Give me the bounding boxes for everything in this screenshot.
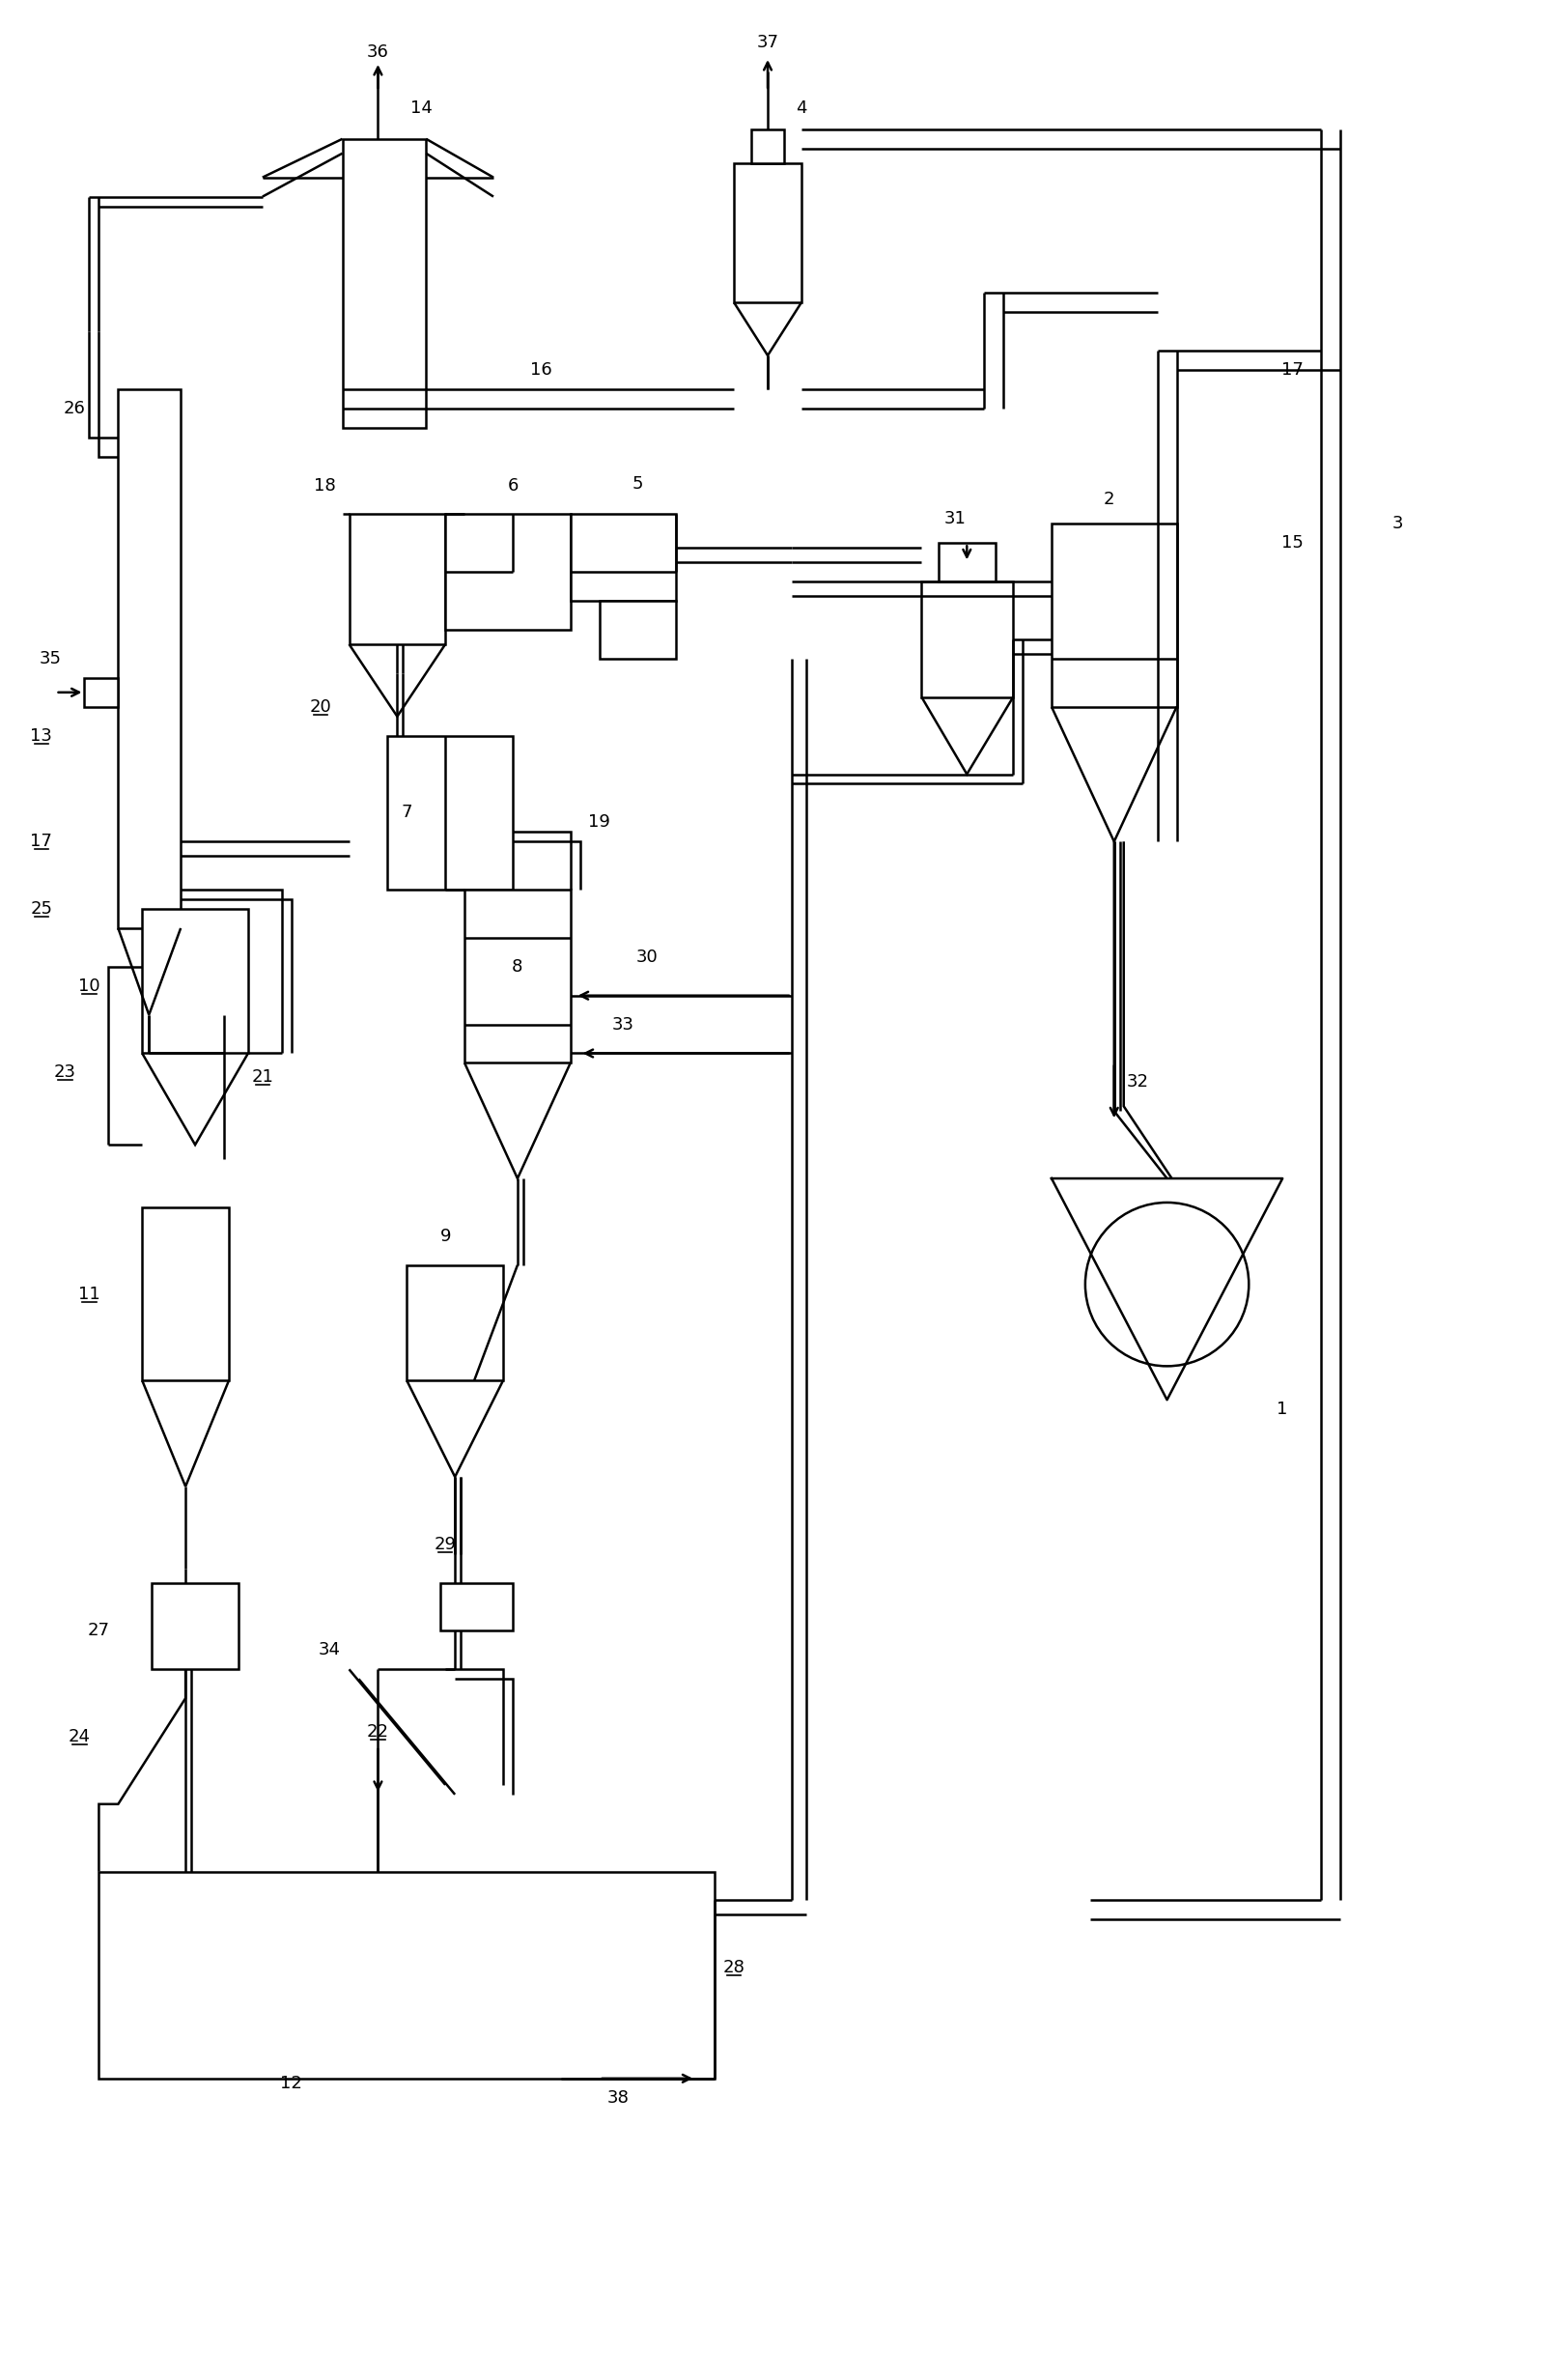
Text: 26: 26 (63, 400, 87, 416)
Text: 30: 30 (637, 947, 658, 966)
Text: 12: 12 (280, 2075, 303, 2092)
Bar (440, 1583, 513, 1630)
Text: 14: 14 (411, 100, 433, 117)
Text: 38: 38 (607, 2090, 629, 2106)
Text: 5: 5 (632, 474, 643, 493)
Text: 16: 16 (530, 362, 553, 378)
Bar (734, 162, 802, 302)
Bar (939, 543, 995, 581)
Text: 21: 21 (252, 1069, 273, 1085)
Text: 18: 18 (314, 476, 335, 495)
Text: 10: 10 (79, 978, 100, 995)
Text: 17: 17 (31, 833, 53, 850)
Text: 33: 33 (612, 1016, 635, 1033)
Bar (751, 129, 783, 162)
Text: 1: 1 (1278, 1402, 1289, 1418)
Text: 24: 24 (68, 1728, 91, 1745)
Text: 8: 8 (511, 959, 524, 976)
Text: 23: 23 (54, 1064, 76, 1081)
Text: 27: 27 (88, 1623, 110, 1640)
Bar (406, 1266, 504, 1380)
Bar (99, 1871, 715, 2078)
Text: 17: 17 (1281, 362, 1302, 378)
Bar (445, 514, 570, 631)
Text: 6: 6 (507, 476, 518, 495)
Text: 4: 4 (796, 100, 806, 117)
Bar (117, 390, 181, 928)
Text: 9: 9 (440, 1228, 451, 1245)
Bar (1052, 524, 1177, 707)
Text: 15: 15 (1281, 536, 1302, 552)
Bar (570, 514, 677, 600)
Text: 3: 3 (1392, 514, 1403, 533)
Text: 19: 19 (589, 814, 610, 831)
Text: 7: 7 (402, 804, 413, 821)
Text: 36: 36 (366, 43, 389, 62)
Bar (85, 678, 117, 707)
Text: 31: 31 (944, 509, 966, 528)
Bar (388, 735, 513, 890)
Text: 13: 13 (31, 726, 53, 745)
Text: 35: 35 (40, 650, 62, 666)
Text: 29: 29 (434, 1535, 456, 1552)
Bar (599, 600, 677, 659)
Text: 32: 32 (1126, 1073, 1149, 1090)
Bar (465, 890, 570, 1064)
Bar (922, 581, 1014, 697)
Text: 20: 20 (309, 697, 331, 716)
Text: 11: 11 (79, 1285, 100, 1302)
Text: 25: 25 (29, 900, 53, 919)
Bar (151, 1583, 238, 1668)
Bar (343, 138, 426, 428)
Text: 37: 37 (757, 33, 779, 52)
Text: 34: 34 (318, 1642, 341, 1659)
Text: 2: 2 (1103, 490, 1115, 509)
Bar (349, 514, 445, 645)
Bar (142, 909, 249, 1054)
Text: 28: 28 (723, 1959, 745, 1975)
Text: 22: 22 (366, 1723, 389, 1740)
Bar (142, 1207, 229, 1380)
